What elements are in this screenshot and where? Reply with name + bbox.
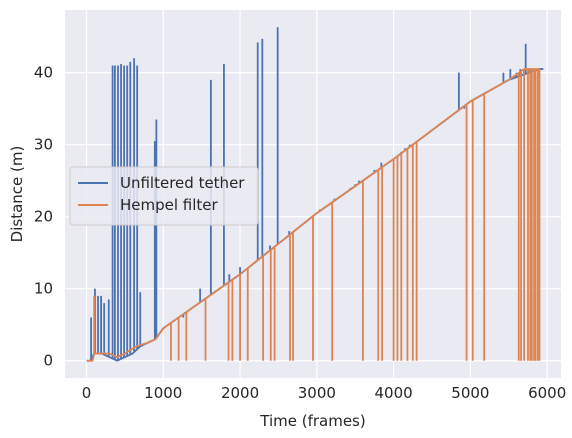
legend: Unfiltered tether Hempel filter: [69, 166, 259, 226]
y-tick-label: 40: [34, 64, 53, 82]
x-tick-label: 0: [82, 384, 92, 402]
series-hempel: [86, 68, 541, 362]
y-tick-label: 0: [43, 352, 53, 370]
series-line: [86, 68, 540, 362]
legend-label-hempel: Hempel filter: [120, 196, 219, 214]
x-tick-label: 2000: [221, 384, 259, 402]
y-tick-label: 20: [34, 208, 53, 226]
x-tick-label: 6000: [528, 384, 566, 402]
x-tick-label: 4000: [375, 384, 413, 402]
y-axis-label: Distance (m): [8, 146, 26, 243]
x-tick-label: 3000: [298, 384, 336, 402]
tick-labels: 0 1000 2000 3000 4000 5000 6000 0 10 20 30 40: [34, 64, 566, 402]
x-axis-label: Time (frames): [259, 412, 365, 430]
x-tick-label: 1000: [144, 384, 182, 402]
x-tick-label: 5000: [451, 384, 489, 402]
y-tick-label: 10: [34, 280, 53, 298]
legend-label-unfiltered: Unfiltered tether: [120, 174, 245, 192]
legend-box: [69, 166, 259, 226]
y-tick-label: 30: [34, 136, 53, 154]
